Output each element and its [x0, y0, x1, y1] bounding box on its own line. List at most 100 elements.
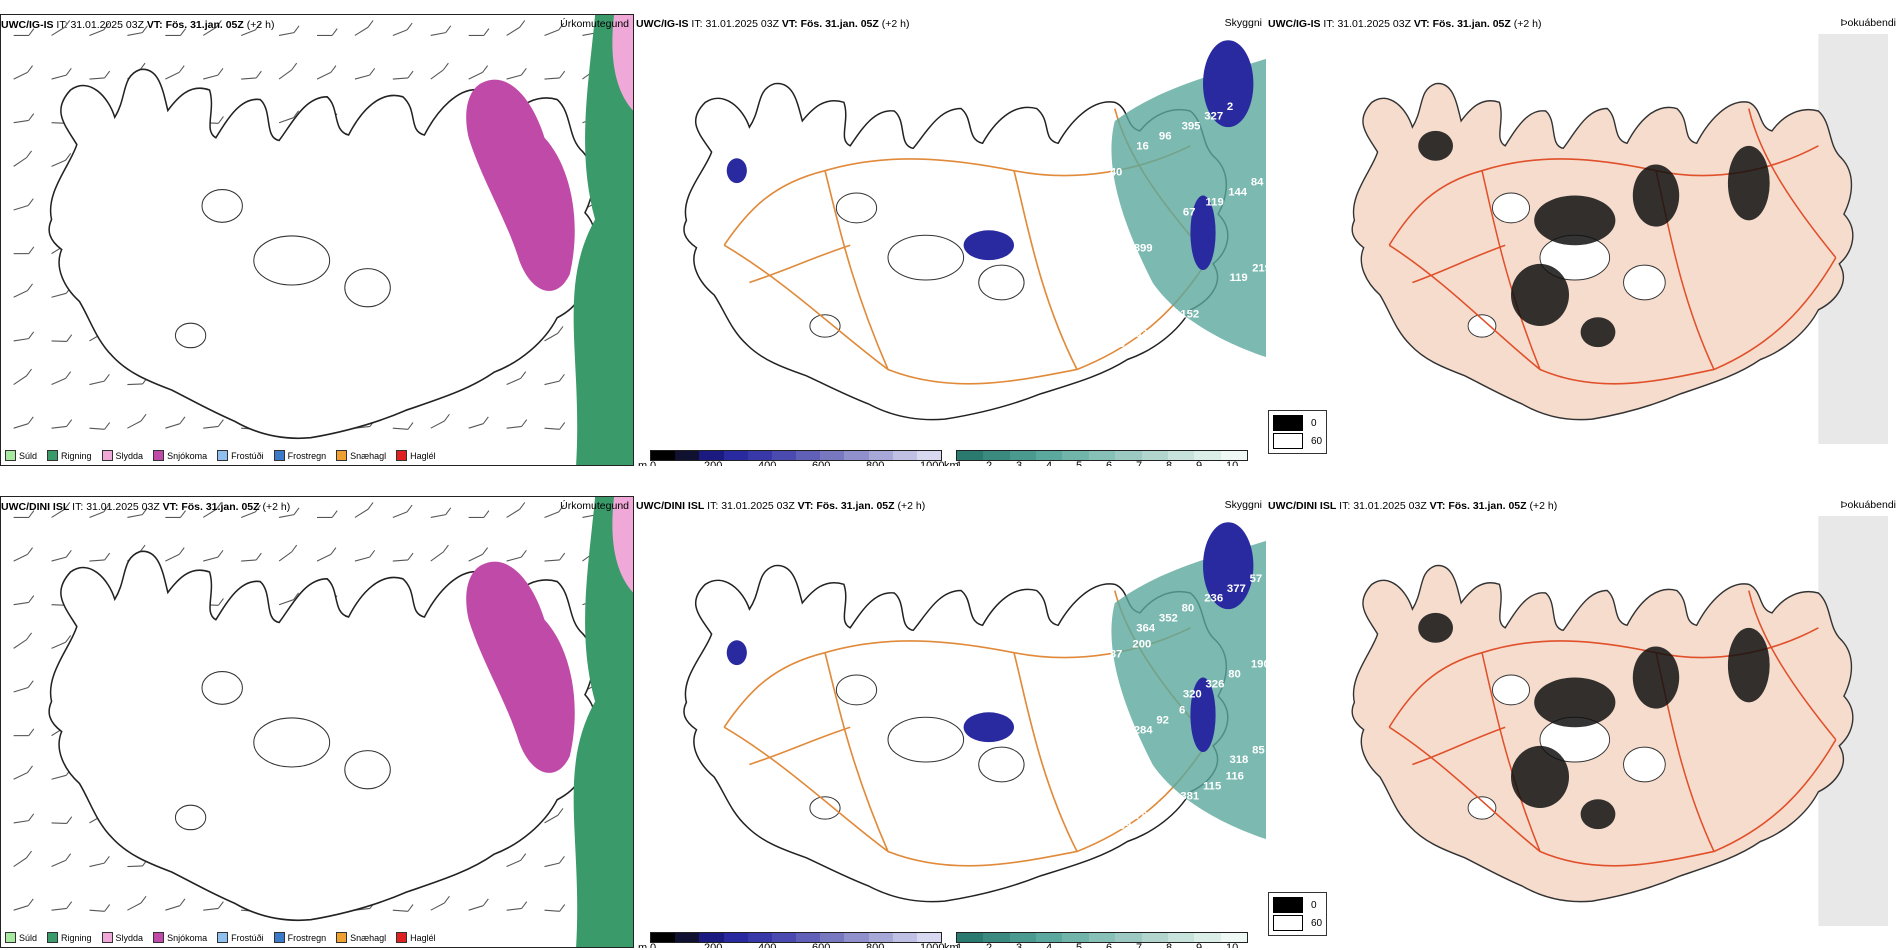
colorbar-swatch: [675, 451, 700, 460]
colorbar-swatch: [699, 933, 724, 942]
fog-legend-row: 0: [1273, 414, 1322, 432]
cloud-base-value: 204: [1109, 563, 1129, 575]
low-cloud-area: [1190, 677, 1216, 753]
colorbar-swatch: [1062, 451, 1089, 460]
colorbar-swatch: [983, 451, 1010, 460]
colorbar-swatch: [1062, 933, 1089, 942]
init-time-label: IT:: [56, 19, 68, 31]
colorbar-swatch: [957, 933, 984, 942]
colorbar-unit: km: [944, 942, 959, 948]
colorbar-tick: 8: [1166, 460, 1173, 466]
fog-panel-title: Þokuábendi: [1840, 17, 1896, 29]
legend-label: Haglél: [410, 932, 436, 943]
colorbar-tick: 0: [650, 942, 657, 948]
cloud-base-value: 207: [1090, 557, 1109, 569]
visibility-colorbar: km 1 2 3 4 5 6 7 8 9 10: [944, 932, 1254, 948]
init-time-value: 31.01.2025 03Z: [721, 500, 795, 512]
cloud-base-value: 23: [1158, 800, 1171, 812]
colorbar-swatch: [723, 451, 748, 460]
init-time-value: 31.01.2025 03Z: [1353, 500, 1427, 512]
colorbar-swatch: [747, 451, 772, 460]
cloud-base-value: 87: [1110, 649, 1123, 661]
cloud-visibility-map: 74 16 67 119 83 96 119 219 338 395 144 253 187 327 84 8…: [683, 40, 1266, 421]
cloud-base-value: 364: [1136, 623, 1156, 635]
colorbar-tick: 6: [1106, 942, 1113, 948]
cloud-base-value: 83: [1112, 338, 1125, 350]
lead-time: (+2 h): [897, 500, 926, 512]
legend-swatch: [273, 932, 285, 943]
legend-item: Frostregn: [273, 932, 326, 943]
precip-type-legend: Súld Rigning Slydda Snjókoma Frostúði Frostre…: [5, 450, 436, 461]
model-name: UWC/IG-IS: [1268, 18, 1321, 30]
cloud-base-value: 899: [1134, 242, 1153, 254]
colorbar-swatch: [747, 933, 772, 942]
legend-label: Snæhagl: [350, 932, 387, 943]
legend-item: Súld: [5, 932, 37, 943]
dense-fog-area: [1511, 745, 1569, 808]
cloud-base-value: 236: [1204, 593, 1223, 605]
valid-time-value: Fös. 31.jan. 05Z: [800, 18, 879, 30]
legend-swatch: [101, 932, 113, 943]
cloud-base-value: 253: [1111, 252, 1130, 264]
colorbar-tick: 1000: [920, 942, 945, 948]
cloud-base-value: 326: [1206, 679, 1225, 691]
snow-area: [466, 561, 575, 773]
legend-swatch: [5, 450, 16, 461]
colorbar-tick: 10: [1226, 460, 1239, 466]
dense-fog-area: [1632, 164, 1680, 227]
fog-legend-row: 60: [1273, 432, 1322, 450]
init-time-value: 31.01.2025 03Z: [70, 19, 144, 31]
colorbar-tick: 7: [1136, 460, 1143, 466]
cloud-base-value: 377: [1227, 583, 1246, 595]
colorbar-swatch: [1009, 933, 1037, 942]
init-time-label: IT:: [691, 18, 703, 30]
sleet-area: [612, 15, 633, 111]
cloud-base-colorbar: m 0 200 400 600 800 1000: [638, 450, 948, 466]
colorbar-swatch: [1167, 933, 1195, 942]
colorbar-tick: 3: [1016, 942, 1023, 948]
cloud-base-value: 339: [1112, 820, 1131, 832]
low-cloud-area: [726, 158, 747, 184]
cloud-base-value: 67: [1183, 206, 1196, 218]
low-cloud-area: [1203, 522, 1254, 610]
colorbar-swatch: [868, 451, 893, 460]
precip-panel-title: Úrkomutegund: [560, 500, 629, 512]
valid-time-value: Fös. 31.jan. 05Z: [1432, 18, 1511, 30]
init-time-value: 31.01.2025 03Z: [1337, 18, 1411, 30]
colorbar-swatch: [1194, 451, 1221, 460]
precip-type-legend: Súld Rigning Slydda Snjókoma Frostúði Frostre…: [5, 932, 436, 943]
legend-label: Slydda: [115, 932, 144, 943]
colorbar-swatch: [844, 933, 869, 942]
legend-swatch: [336, 932, 348, 943]
cloud-base-value: 381: [1180, 790, 1199, 802]
colorbar-swatch: [844, 451, 869, 460]
legend-label: Súld: [19, 450, 38, 461]
fog-indicator-panel: UWC/DINI ISL IT: 31.01.2025 03Z VT: Fös.…: [1268, 496, 1900, 948]
model-name: UWC/IG-IS: [1, 19, 54, 31]
colorbar-tick: 800: [866, 942, 885, 948]
colorbar-tick: 1000: [920, 460, 945, 466]
lead-time: (+2 h): [1529, 500, 1558, 512]
fog-legend-swatch: [1273, 433, 1303, 449]
rain-area: [573, 497, 633, 947]
fog-legend: 0 60: [1268, 892, 1328, 936]
colorbar-swatch: [916, 451, 942, 460]
cloud-base-values: 74 16 67 119 83 96 119 219 338 395 144 253 187 327 84 8…: [1090, 75, 1266, 350]
cloud-base-value: 80: [1228, 669, 1241, 681]
cloud-base-value: 320: [1183, 688, 1202, 700]
low-cloud-area: [1190, 195, 1216, 271]
fog-panel-title: Þokuábendi: [1840, 499, 1896, 511]
colorbar-swatch: [820, 933, 845, 942]
dense-fog-area: [1727, 627, 1770, 703]
panel-header: UWC/DINI ISL IT: 31.01.2025 03Z VT: Fös.…: [1268, 500, 1557, 512]
cloud-base-value: 85: [1252, 744, 1265, 756]
cloud-base-value: 187: [1158, 318, 1177, 330]
colorbar-swatches: [650, 450, 942, 461]
colorbar-tick: 600: [812, 460, 831, 466]
colorbar-tick: 7: [1136, 942, 1143, 948]
legend-item: Rigning: [47, 932, 92, 943]
panel-header: UWC/DINI ISL IT: 31.01.2025 03Z VT: Fös.…: [636, 500, 925, 512]
cloud-base-value: 327: [1204, 111, 1223, 123]
colorbar-swatches: [956, 932, 1248, 943]
legend-label: Snjókoma: [167, 450, 208, 461]
